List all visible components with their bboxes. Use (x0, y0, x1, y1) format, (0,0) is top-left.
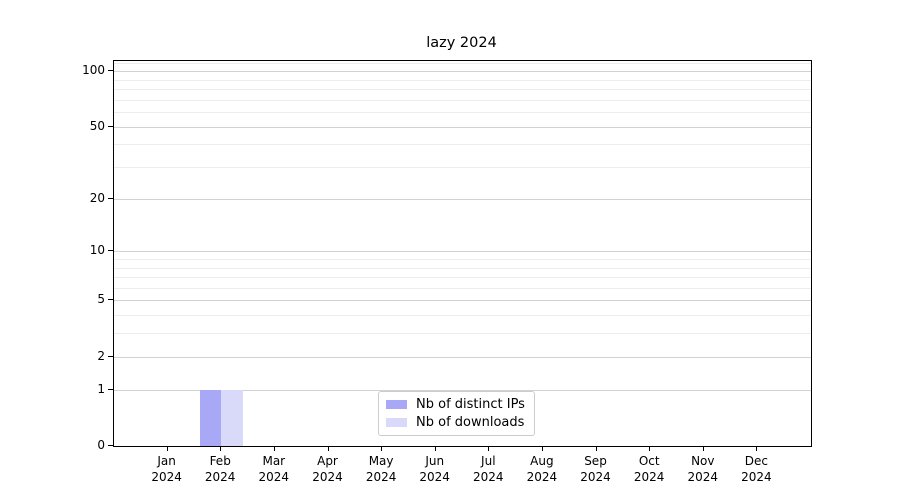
y-tick-mark (108, 125, 113, 127)
plot-area (113, 60, 812, 447)
major-gridline (114, 198, 811, 200)
minor-gridline (114, 99, 811, 101)
x-tick-mark (166, 446, 168, 451)
x-tick-mark (273, 446, 275, 451)
y-tick-mark (108, 299, 113, 301)
minor-gridline (114, 277, 811, 279)
y-tick-label: 0 (97, 438, 105, 452)
minor-gridline (114, 287, 811, 289)
y-tick-label: 2 (97, 348, 105, 363)
x-tick-year: 2024 (633, 470, 665, 484)
minor-gridline (114, 112, 811, 113)
minor-gridline (114, 315, 811, 317)
minor-gridline (114, 144, 811, 146)
x-tick-label: Jul 2024 (456, 453, 520, 485)
y-tick-label: 10 (89, 243, 105, 258)
x-tick-month: Aug (530, 454, 554, 468)
major-gridline (114, 71, 811, 73)
y-tick-label: 100 (82, 63, 105, 78)
x-tick-mark (595, 446, 597, 451)
x-tick-month: Jul (481, 454, 496, 468)
minor-gridline (114, 167, 811, 168)
y-tick-label: 20 (89, 190, 105, 205)
x-tick-mark (541, 446, 543, 451)
x-tick-label: Mar 2024 (242, 453, 306, 485)
x-tick-mark (434, 446, 436, 451)
legend-label: Nb of downloads (416, 415, 525, 430)
x-tick-label: Nov 2024 (671, 453, 735, 485)
y-tick-mark (108, 388, 113, 390)
minor-gridline (114, 63, 811, 65)
x-tick-month: Sep (584, 454, 607, 468)
x-tick-month: May (368, 454, 394, 468)
x-tick-label: Jan 2024 (135, 453, 199, 485)
y-tick-mark (108, 197, 113, 199)
legend-swatch (386, 418, 407, 427)
x-tick-month: Mar (262, 454, 286, 468)
x-tick-label: Oct 2024 (617, 453, 681, 485)
x-tick-label: Aug 2024 (510, 453, 574, 485)
x-tick-mark (327, 446, 329, 451)
x-tick-mark (756, 446, 758, 451)
major-gridline (114, 300, 811, 302)
legend-row: Nb of distinct IPs (386, 397, 525, 412)
x-tick-month: Jun (425, 454, 445, 468)
x-tick-label: Jun 2024 (403, 453, 467, 485)
x-tick-month: Feb (209, 454, 231, 468)
x-tick-year: 2024 (312, 470, 343, 484)
x-tick-year: 2024 (741, 470, 772, 484)
x-tick-month: Oct (638, 454, 660, 468)
major-gridline (114, 126, 811, 128)
x-tick-label: Sep 2024 (564, 453, 628, 485)
x-tick-label: Dec 2024 (724, 453, 788, 485)
y-tick-mark (108, 70, 113, 72)
x-tick-year: 2024 (473, 470, 504, 484)
y-tick-mark (108, 250, 113, 252)
y-tick-mark (108, 355, 113, 357)
minor-gridline (114, 333, 811, 335)
x-tick-year: 2024 (365, 470, 397, 484)
x-tick-label: Feb 2024 (188, 453, 252, 485)
minor-gridline (114, 79, 811, 81)
x-tick-mark (220, 446, 222, 451)
major-gridline (114, 251, 811, 253)
chart-title: lazy 2024 (426, 35, 497, 51)
x-tick-label: Apr 2024 (296, 453, 360, 485)
x-tick-mark (488, 446, 490, 451)
x-tick-year: 2024 (687, 470, 719, 484)
x-tick-year: 2024 (151, 470, 182, 484)
x-tick-year: 2024 (419, 470, 450, 484)
y-tick-label: 50 (89, 118, 105, 133)
major-gridline (114, 389, 811, 391)
legend-row: Nb of downloads (386, 415, 525, 430)
legend: Nb of distinct IPs Nb of downloads (378, 391, 535, 436)
x-tick-year: 2024 (526, 470, 558, 484)
legend-swatch (386, 400, 407, 409)
y-tick-label: 5 (97, 292, 105, 307)
x-tick-year: 2024 (204, 470, 236, 484)
x-tick-label: May 2024 (349, 453, 413, 485)
legend-label: Nb of distinct IPs (416, 397, 525, 412)
y-tick-label: 1 (97, 381, 105, 396)
bar-nb-of-downloads (221, 389, 243, 446)
x-tick-year: 2024 (258, 470, 290, 484)
minor-gridline (114, 258, 811, 260)
x-tick-month: Nov (691, 454, 715, 468)
major-gridline (114, 356, 811, 358)
x-tick-mark (381, 446, 383, 451)
minor-gridline (114, 267, 811, 269)
x-tick-month: Apr (317, 454, 338, 468)
x-tick-month: Dec (744, 454, 768, 468)
y-tick-mark (108, 445, 113, 446)
x-tick-mark (702, 446, 704, 451)
minor-gridline (114, 89, 811, 90)
bar-nb-of-distinct-ips (199, 389, 222, 446)
x-tick-mark (649, 446, 651, 451)
x-tick-year: 2024 (580, 470, 611, 484)
x-tick-month: Jan (157, 454, 176, 468)
